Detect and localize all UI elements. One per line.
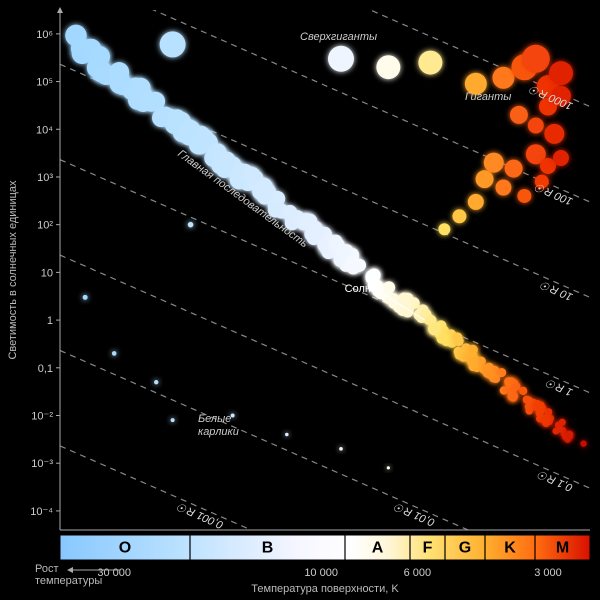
spectral-class-label: F: [423, 540, 433, 557]
x-tick-label: 6 000: [404, 567, 432, 579]
y-tick-label: 10⁵: [36, 77, 53, 89]
star: [180, 119, 198, 137]
star: [541, 417, 548, 424]
star: [282, 205, 297, 220]
star: [470, 357, 480, 367]
star: [83, 295, 88, 300]
star: [549, 61, 573, 85]
star: [337, 244, 351, 258]
star: [387, 466, 390, 469]
feature-label: Гиганты: [465, 91, 511, 103]
star: [580, 440, 586, 446]
star: [188, 222, 194, 228]
star: [438, 223, 450, 235]
star: [566, 433, 573, 440]
hr-diagram: 1000 R☉100 R☉10 R☉1 R☉0,1 R☉0,01 R☉0,001…: [0, 0, 600, 600]
star: [484, 153, 504, 173]
star: [439, 333, 449, 343]
y-tick-label: 0,1: [38, 363, 53, 375]
x-axis-label: Температура поверхности, K: [251, 583, 399, 595]
star: [536, 409, 544, 417]
y-tick-label: 10⁴: [36, 124, 53, 136]
x-tick-label: 3 000: [534, 567, 562, 579]
feature-label: Белые: [198, 413, 231, 425]
star: [418, 51, 442, 75]
star: [171, 418, 175, 422]
star: [495, 180, 511, 196]
y-tick-label: 10⁻³: [31, 458, 53, 470]
star: [110, 69, 130, 89]
y-tick-label: 10: [41, 267, 53, 279]
star: [219, 152, 236, 169]
star: [505, 160, 523, 178]
star: [368, 268, 381, 281]
star: [154, 380, 158, 384]
spectral-class-label: G: [459, 540, 471, 557]
spectral-class-label: B: [262, 540, 274, 557]
y-tick-label: 10³: [37, 172, 53, 184]
y-tick-label: 1: [47, 315, 53, 327]
star: [300, 215, 315, 230]
star: [519, 387, 527, 395]
star: [517, 189, 531, 203]
star: [195, 130, 213, 148]
star: [556, 425, 563, 432]
star: [328, 46, 354, 72]
star: [525, 396, 533, 404]
feature-label: карлики: [198, 426, 239, 438]
y-axis-label: Светимость в солнечных единицах: [7, 180, 19, 360]
spectral-class-label: A: [372, 540, 384, 557]
star: [339, 447, 343, 451]
star: [160, 31, 186, 57]
star: [511, 383, 520, 392]
star: [476, 170, 494, 188]
sun-label: Солнце: [345, 283, 384, 295]
star: [285, 433, 289, 437]
x-tick-label: 30 000: [97, 567, 131, 579]
star: [430, 322, 441, 333]
star: [244, 167, 260, 183]
star: [89, 47, 110, 68]
star: [492, 67, 514, 89]
y-tick-label: 10⁶: [36, 29, 53, 41]
star: [510, 106, 528, 124]
star: [347, 259, 360, 272]
star: [559, 419, 566, 426]
plot-background: [0, 0, 600, 600]
feature-label: Сверхгиганты: [300, 31, 377, 43]
star: [485, 370, 494, 379]
star: [452, 209, 466, 223]
star: [544, 124, 564, 144]
y-tick-label: 10²: [37, 220, 53, 232]
star: [468, 194, 484, 210]
x-tick-label: 10 000: [304, 567, 338, 579]
star: [453, 336, 463, 346]
star: [258, 187, 274, 203]
star: [376, 55, 400, 79]
spectral-class-label: M: [556, 540, 569, 557]
y-tick-label: 10⁻²: [31, 411, 53, 423]
star: [383, 281, 395, 293]
spectral-class-label: O: [119, 540, 131, 557]
y-tick-label: 10⁻⁴: [30, 506, 53, 518]
spectral-class-label: K: [504, 540, 516, 557]
star: [528, 117, 544, 133]
star: [509, 394, 517, 402]
star: [553, 150, 569, 166]
star: [522, 45, 550, 73]
temp-growth-label-2: температуры: [35, 575, 102, 587]
star: [112, 351, 117, 356]
temp-growth-label-1: Рост: [35, 563, 59, 575]
star: [142, 93, 161, 112]
